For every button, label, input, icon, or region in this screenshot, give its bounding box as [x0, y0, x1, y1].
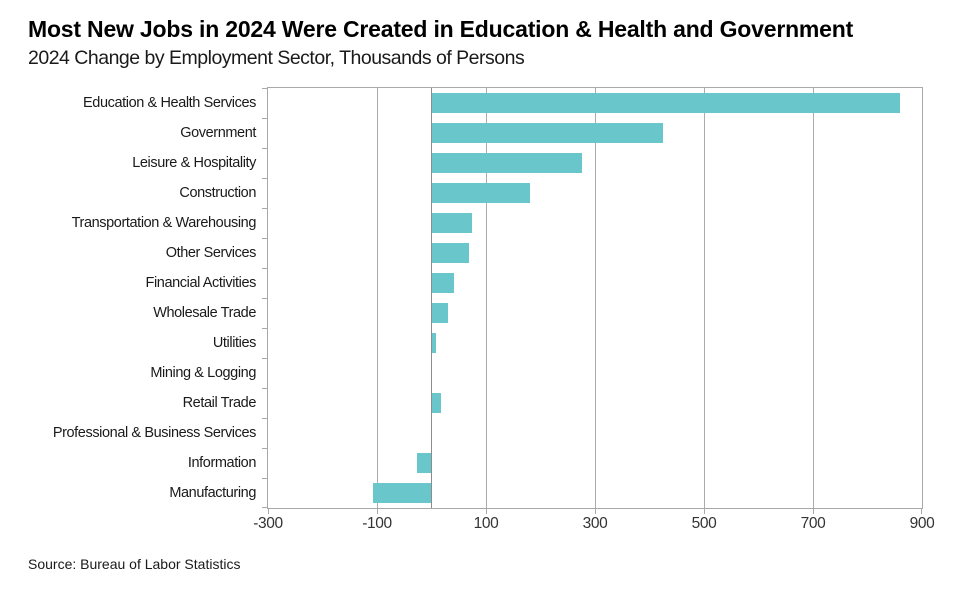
y-axis-tick — [262, 268, 268, 269]
bar — [373, 483, 432, 503]
category-axis-labels: Education & Health Services Government Lei… — [0, 88, 257, 508]
y-axis-tick — [262, 208, 268, 209]
y-axis-tick — [262, 448, 268, 449]
category-label: Government — [180, 125, 256, 141]
y-axis-tick — [262, 388, 268, 389]
y-axis-tick — [262, 328, 268, 329]
x-axis-tick — [594, 508, 596, 514]
y-axis-tick — [262, 178, 268, 179]
gridline — [594, 88, 596, 508]
zero-axis-line — [431, 88, 432, 508]
x-axis-tick — [921, 508, 922, 514]
y-axis-tick — [262, 148, 268, 149]
chart-title: Most New Jobs in 2024 Were Created in Ed… — [28, 16, 854, 42]
bar — [431, 303, 448, 323]
source-note: Source: Bureau of Labor Statistics — [28, 556, 241, 572]
x-axis-tick — [703, 508, 705, 514]
x-axis-tick — [812, 508, 814, 514]
x-tick-label: -100 — [362, 515, 392, 532]
category-label: Financial Activities — [145, 275, 257, 291]
gridline — [703, 88, 705, 508]
bar — [431, 333, 436, 353]
gridline — [376, 88, 378, 508]
bar — [417, 453, 432, 473]
bar — [431, 153, 583, 173]
y-axis-tick — [262, 88, 268, 89]
category-label: Retail Trade — [182, 395, 257, 411]
category-label: Education & Health Services — [83, 95, 256, 111]
y-axis-tick — [262, 238, 268, 239]
category-label: Mining & Logging — [150, 365, 256, 381]
x-tick-label: -300 — [253, 515, 283, 532]
category-label: Manufacturing — [169, 485, 256, 501]
bar — [431, 393, 442, 413]
category-label: Wholesale Trade — [153, 305, 256, 321]
plot-area — [262, 87, 923, 514]
gridline — [485, 88, 487, 508]
x-tick-label: 300 — [582, 515, 608, 532]
x-tick-label: 500 — [691, 515, 717, 532]
x-axis-tick — [268, 508, 269, 514]
bar — [431, 183, 530, 203]
category-label: Professional & Business Services — [52, 425, 257, 441]
x-axis-tick — [376, 508, 378, 514]
x-tick-label: 100 — [473, 515, 499, 532]
chart-subtitle: 2024 Change by Employment Sector, Thousa… — [28, 47, 525, 69]
category-label: Transportation & Warehousing — [71, 215, 257, 231]
x-axis-tick — [485, 508, 487, 514]
y-axis-tick — [262, 418, 268, 419]
x-tick-label: 700 — [800, 515, 826, 532]
bar — [431, 213, 473, 233]
bar — [431, 93, 901, 113]
x-tick-label: 900 — [909, 515, 935, 532]
bar — [431, 123, 664, 143]
y-axis-tick — [262, 298, 268, 299]
y-axis-tick — [262, 118, 268, 119]
y-axis-tick — [262, 507, 268, 508]
category-label: Construction — [179, 185, 256, 201]
category-label: Leisure & Hospitality — [132, 155, 256, 171]
bar — [431, 273, 455, 293]
category-label: Other Services — [165, 245, 257, 261]
gridline — [812, 88, 814, 508]
bar — [431, 243, 469, 263]
value-axis-labels: -300 -100 100 300 500 700 900 — [253, 515, 934, 537]
category-label: Utilities — [212, 335, 257, 351]
y-axis-tick — [262, 358, 268, 359]
category-label: Information — [187, 455, 257, 471]
y-axis-tick — [262, 478, 268, 479]
